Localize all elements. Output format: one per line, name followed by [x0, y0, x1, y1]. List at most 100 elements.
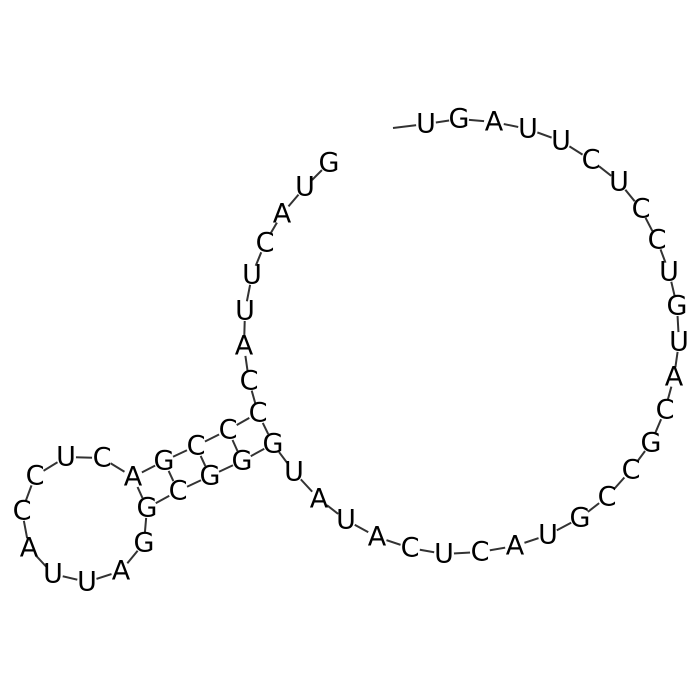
nucleotide-background [336, 510, 356, 530]
nucleotide-label: C [256, 228, 275, 259]
nucleotide: U [43, 559, 63, 590]
nucleotide: A [123, 462, 143, 493]
nucleotide-background [538, 525, 558, 545]
nucleotide-background [218, 420, 238, 440]
nucleotide: U [242, 260, 262, 291]
nucleotide-background [641, 433, 661, 453]
nucleotide: A [367, 522, 387, 553]
nucleotide: A [484, 107, 504, 138]
nucleotide-background [470, 542, 490, 562]
nucleotide: G [232, 446, 253, 477]
nucleotide-background [284, 462, 304, 482]
nucleotide-background [263, 434, 283, 454]
nucleotide-label: A [20, 533, 39, 564]
nucleotide-background [43, 564, 63, 584]
nucleotide: G [319, 148, 340, 179]
nucleotide: U [434, 539, 454, 570]
nucleotide-label: G [570, 503, 591, 534]
nucleotide: G [137, 493, 158, 524]
nucleotide-label: A [368, 522, 387, 553]
nucleotide-background [200, 466, 220, 486]
nucleotide: A [664, 362, 684, 393]
nucleotide-background [518, 119, 538, 139]
nucleotide: C [400, 533, 420, 564]
nucleotide-label: A [273, 199, 292, 230]
base-pair-bond [199, 455, 207, 467]
nucleotide-label: C [26, 461, 45, 492]
nucleotide: C [12, 496, 32, 527]
nucleotide: U [77, 567, 97, 598]
nucleotide-label: U [416, 109, 436, 140]
nucleotide: C [25, 461, 45, 492]
nucleotide-label: A [310, 484, 329, 515]
nucleotide-label: G [263, 429, 284, 460]
nucleotide-background [655, 400, 675, 420]
nucleotide: U [669, 327, 689, 358]
nucleotide: A [272, 199, 292, 230]
nucleotide-background [77, 572, 97, 592]
nucleotide: U [336, 505, 356, 536]
nucleotide-label: G [449, 104, 470, 135]
nucleotide-label: C [187, 431, 206, 462]
nucleotide-background [234, 336, 254, 356]
nucleotide-background [664, 367, 684, 387]
nucleotide-label: C [632, 194, 651, 225]
nucleotide: G [154, 446, 175, 477]
nucleotide-label: C [13, 496, 32, 527]
nucleotide: U [284, 457, 304, 488]
nucleotide: C [168, 476, 188, 507]
nucleotide-background [272, 204, 292, 224]
nucleotide-background [56, 447, 76, 467]
nucleotide-label: C [648, 225, 667, 256]
nucleotide-label: C [598, 482, 617, 513]
nucleotide-background [631, 199, 651, 219]
base-pair-bond [261, 422, 270, 435]
nucleotide: C [218, 415, 238, 446]
nucleotide-background [134, 533, 154, 553]
nucleotide-label: U [538, 520, 558, 551]
nucleotide: C [470, 537, 490, 568]
nucleotide-label: C [240, 366, 259, 397]
nucleotide-label: G [154, 446, 175, 477]
nucleotide-background [123, 467, 143, 487]
nucleotide-label: A [112, 556, 131, 587]
nucleotide: G [641, 428, 662, 459]
nucleotide: A [309, 484, 329, 515]
nucleotide: G [570, 503, 591, 534]
nucleotide: C [597, 482, 617, 513]
nucleotide-label: U [659, 257, 679, 288]
nucleotide-label: U [518, 114, 538, 145]
nucleotide: U [235, 296, 255, 327]
nucleotide-background [609, 172, 629, 192]
nucleotide: U [609, 167, 629, 198]
nucleotide-background [186, 436, 206, 456]
nucleotide-background [581, 150, 601, 170]
nucleotide-label: A [235, 331, 254, 362]
nucleotide-label: U [284, 457, 304, 488]
nucleotide-label: G [319, 148, 340, 179]
base-pair-bonds [136, 422, 270, 499]
nucleotide-label: U [242, 260, 262, 291]
nucleotide-background [309, 489, 329, 509]
nucleotide-label: U [609, 167, 629, 198]
nucleotide-background [12, 501, 32, 521]
nucleotide-background [667, 296, 687, 316]
nucleotide-background [111, 561, 131, 581]
nucleotide-background [154, 451, 174, 471]
nucleotide-label: U [235, 296, 255, 327]
nucleotide-background [484, 112, 504, 132]
nucleotide: G [134, 528, 155, 559]
nucleotide-label: U [56, 442, 76, 473]
nucleotide-label: G [134, 528, 155, 559]
nucleotide: C [655, 395, 675, 426]
nucleotide-label: U [669, 327, 689, 358]
nucleotide-label: U [77, 567, 97, 598]
nucleotide-label: U [551, 126, 571, 157]
nucleotide: A [234, 331, 254, 362]
nucleotide-background [659, 262, 679, 282]
nucleotide-background [505, 536, 525, 556]
nucleotide: U [56, 442, 76, 473]
nucleotide-label: G [641, 428, 662, 459]
nucleotide-background [168, 481, 188, 501]
nucleotide: A [505, 531, 525, 562]
